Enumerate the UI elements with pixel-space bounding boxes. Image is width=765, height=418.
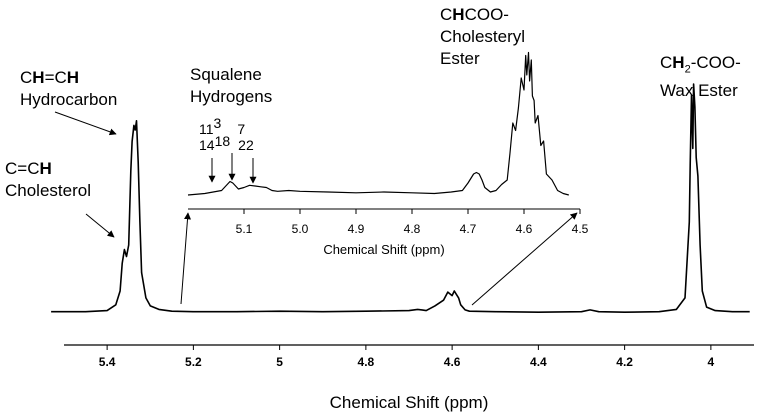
x-tick-label: 4.6 [444,355,461,369]
inset-x-tick-label: 4.8 [404,222,421,236]
annotation-hydrocarbon: CH=CH Hydrocarbon [20,68,118,109]
squalene-numbers-row1: 113 7 [199,115,246,137]
inset-x-axis-title: Chemical Shift (ppm) [323,242,444,257]
inset-spectrum-line [187,51,569,196]
inset-x-tick-label: 4.9 [348,222,365,236]
x-tick-label: 5 [276,355,283,369]
annotation-squalene: Squalene Hydrogens [190,65,273,106]
spectrum-line [51,83,750,313]
x-tick-label: 4.8 [358,355,375,369]
annotation-wax-ester: CH2-COO- Wax Ester [660,53,741,101]
inset-x-tick-label: 4.5 [572,222,589,236]
arrow-hydrocarbon [54,111,117,136]
annotation-cholesteryl-ester: CHCOO- Cholesteryl Ester [440,5,526,68]
inset-x-tick-label: 4.6 [516,222,533,236]
x-axis-title: Chemical Shift (ppm) [330,393,489,412]
x-tick-label: 5.4 [99,355,116,369]
annotation-cholesterol: C=CH Cholesterol [5,159,91,200]
inset-x-tick-label: 5.1 [236,222,253,236]
x-tick-label: 4.2 [616,355,633,369]
arrow-cholesterol [85,213,115,238]
x-tick-label: 4 [708,355,715,369]
zoom-arrow-left [180,212,192,305]
zoom-arrow-right [471,212,578,306]
x-tick-label: 4.4 [530,355,547,369]
x-tick-label: 5.2 [185,355,202,369]
inset-x-tick-label: 4.7 [460,222,477,236]
inset-x-tick-label: 5.0 [292,222,309,236]
squalene-numbers-row2: 1418 22 [199,133,254,153]
